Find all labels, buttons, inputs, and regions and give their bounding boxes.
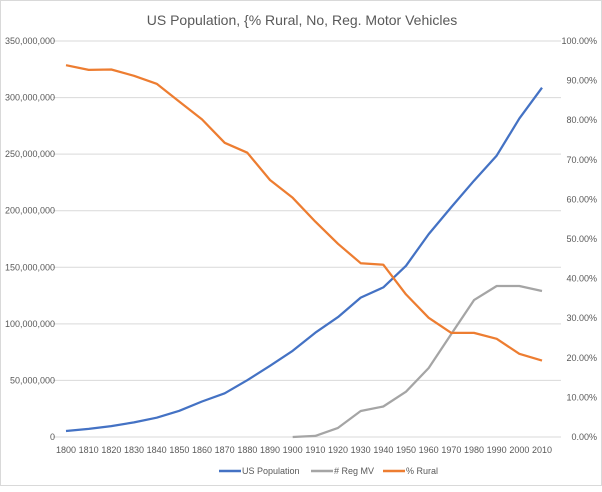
x-tick-label: 1860 bbox=[192, 445, 212, 455]
x-tick-label: 1910 bbox=[305, 445, 325, 455]
x-tick-label: 1920 bbox=[328, 445, 348, 455]
x-tick-label: 1850 bbox=[169, 445, 189, 455]
y-right-tick-label: 50.00% bbox=[566, 234, 597, 244]
x-tick-label: 1950 bbox=[396, 445, 416, 455]
legend-label: # Reg MV bbox=[334, 466, 374, 476]
x-tick-label: 2000 bbox=[509, 445, 529, 455]
y-right-tick-label: 100.00% bbox=[561, 36, 597, 46]
y-left-tick-label: 250,000,000 bbox=[5, 149, 55, 159]
y-left-tick-label: 200,000,000 bbox=[5, 206, 55, 216]
y-right-tick-label: 70.00% bbox=[566, 155, 597, 165]
y-right-tick-label: 20.00% bbox=[566, 353, 597, 363]
y-left-tick-label: 100,000,000 bbox=[5, 319, 55, 329]
y-right-tick-label: 40.00% bbox=[566, 274, 597, 284]
x-tick-label: 1810 bbox=[79, 445, 99, 455]
x-tick-label: 1820 bbox=[101, 445, 121, 455]
y-right-tick-label: 60.00% bbox=[566, 194, 597, 204]
y-right-tick-label: 0.00% bbox=[571, 432, 597, 442]
y-right-tick-label: 10.00% bbox=[566, 392, 597, 402]
y-left-tick-label: 150,000,000 bbox=[5, 262, 55, 272]
x-tick-label: 1990 bbox=[487, 445, 507, 455]
x-tick-label: 1880 bbox=[237, 445, 257, 455]
y-left-tick-label: 50,000,000 bbox=[10, 375, 55, 385]
x-tick-label: 1980 bbox=[464, 445, 484, 455]
chart-title: US Population, {% Rural, No, Reg. Motor … bbox=[147, 12, 458, 28]
y-right-tick-label: 80.00% bbox=[566, 115, 597, 125]
x-tick-label: 1870 bbox=[215, 445, 235, 455]
x-tick-label: 1840 bbox=[147, 445, 167, 455]
series-line--reg-mv bbox=[292, 284, 543, 439]
x-tick-label: 1900 bbox=[283, 445, 303, 455]
y-left-tick-label: 350,000,000 bbox=[5, 36, 55, 46]
x-tick-label: 1890 bbox=[260, 445, 280, 455]
x-tick-label: 2010 bbox=[532, 445, 552, 455]
x-tick-label: 1940 bbox=[373, 445, 393, 455]
x-tick-label: 1800 bbox=[56, 445, 76, 455]
x-tick-label: 1970 bbox=[441, 445, 461, 455]
y-right-tick-label: 90.00% bbox=[566, 76, 597, 86]
series-line-us-population bbox=[65, 87, 543, 433]
legend-label: US Population bbox=[242, 466, 300, 476]
x-tick-label: 1930 bbox=[351, 445, 371, 455]
legend-label: % Rural bbox=[406, 466, 438, 476]
x-tick-label: 1830 bbox=[124, 445, 144, 455]
y-left-tick-label: 0 bbox=[50, 432, 55, 442]
x-tick-label: 1960 bbox=[419, 445, 439, 455]
series-line--rural bbox=[65, 64, 543, 362]
y-left-tick-label: 300,000,000 bbox=[5, 93, 55, 103]
y-right-tick-label: 30.00% bbox=[566, 313, 597, 323]
